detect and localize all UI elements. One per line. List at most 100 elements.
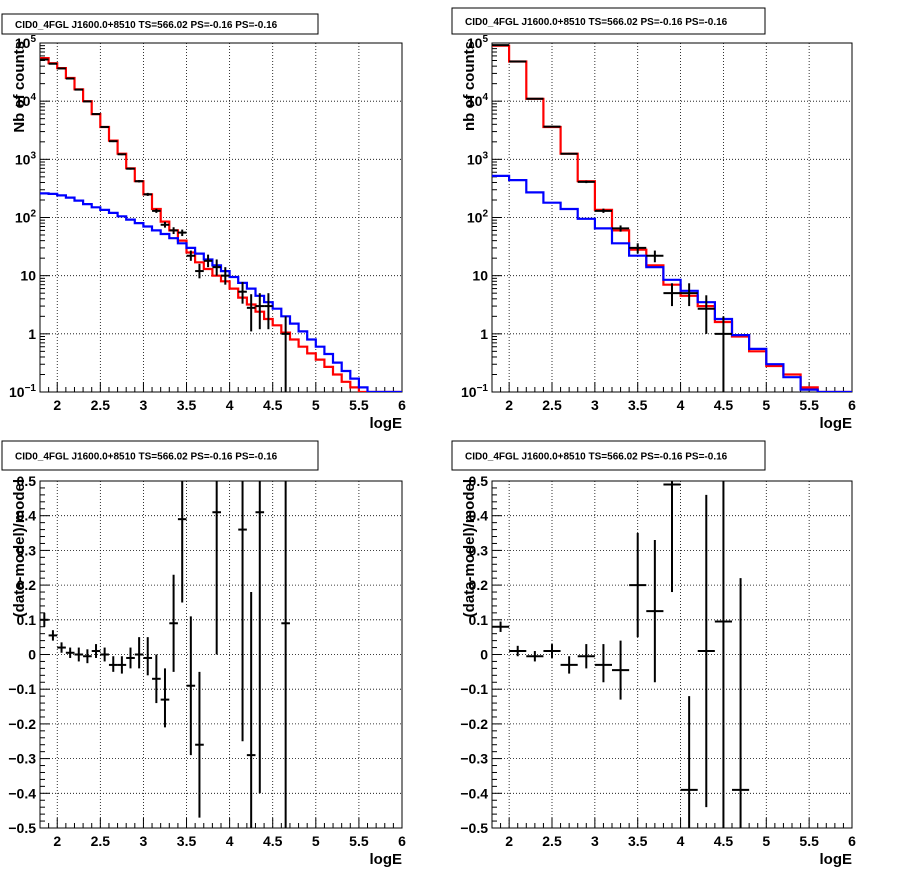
data-point [281, 316, 290, 392]
chart-panel-4: CID0_4FGL J1600.0+8510 TS=566.02 PS=-0.1… [451, 440, 856, 868]
chart-panel-2: CID0_4FGL J1600.0+8510 TS=566.02 PS=-0.1… [451, 7, 856, 432]
y-tick-label: 10−1 [9, 383, 36, 400]
y-tick-label: 0.5 [17, 473, 37, 489]
data-point [238, 481, 247, 742]
x-tick-label: 5.5 [799, 397, 819, 413]
data-point [117, 656, 127, 674]
x-tick-label: 4.5 [263, 397, 283, 413]
y-tick-label: −0.5 [460, 820, 488, 836]
y-tick-label: 104 [467, 92, 489, 109]
x-tick-label: 2 [505, 397, 513, 413]
data-point [543, 644, 561, 658]
x-axis: 2 2.5 3 3.5 4 4.5 5 5.5 6 logE [491, 382, 856, 432]
y-tick-label: 0.4 [469, 508, 489, 524]
x-tick-label: 4 [677, 833, 685, 849]
y-tick-label: 1 [28, 326, 36, 342]
data-point [492, 621, 510, 632]
data-point [560, 152, 578, 155]
x-tick-label: 3 [140, 833, 148, 849]
y-tick-label: 103 [15, 150, 37, 167]
data-point [594, 208, 612, 213]
x-tick-label: 3.5 [177, 833, 197, 849]
chart-title: CID0_4FGL J1600.0+8510 TS=566.02 PS=-0.1… [15, 452, 278, 463]
x-tick-label: 4 [226, 397, 234, 413]
data-point [212, 481, 221, 655]
data-point [83, 649, 92, 664]
x-tick-label: 2.5 [91, 397, 111, 413]
data-point [100, 125, 109, 128]
y-tick-label: −0.4 [8, 785, 36, 801]
y-tick-label: −0.1 [460, 681, 488, 697]
x-axis: 2 2.5 3 3.5 4 4.5 5 5.5 6 logE [39, 382, 406, 432]
y-tick-label: −0.4 [460, 785, 488, 801]
y-tick-label: 0 [28, 647, 36, 663]
data-point [57, 642, 66, 653]
chart-title-box [1, 13, 319, 35]
data-point [91, 644, 101, 658]
x-tick-label: 4.5 [263, 833, 283, 849]
x-tick-label: 3 [591, 833, 599, 849]
data-point [646, 539, 664, 683]
data-point [134, 637, 144, 669]
data-point [74, 647, 84, 662]
y-tick-label: 0.1 [17, 612, 37, 628]
y-axis-title: Nb of counts [11, 41, 28, 133]
y-tick-label: −0.3 [8, 751, 36, 767]
y-tick-label: 105 [467, 34, 489, 51]
y-tick-label: 10−1 [461, 383, 488, 400]
x-tick-label: 2.5 [542, 397, 562, 413]
data-point [629, 243, 647, 254]
x-tick-label: 6 [848, 833, 856, 849]
y-tick-label: 0.2 [469, 577, 489, 593]
y-tick-label: 102 [467, 209, 489, 226]
data-point [526, 97, 544, 100]
data-point [212, 259, 221, 276]
data-point [126, 167, 135, 170]
x-tick-label: 4 [226, 833, 234, 849]
y-tick-label: −0.3 [460, 751, 488, 767]
data-point [160, 221, 170, 228]
data-point [577, 644, 595, 669]
data-point [186, 616, 196, 756]
data-point [663, 481, 681, 593]
y-tick-label: 0.3 [469, 542, 489, 558]
y-tick-label: −0.5 [8, 820, 36, 836]
data-point [203, 254, 213, 268]
y-tick-label: 0 [480, 647, 488, 663]
y-tick-label: 0.2 [17, 577, 37, 593]
data-point [117, 153, 127, 156]
x-axis-title: logE [820, 851, 853, 868]
data-point [646, 250, 664, 263]
data-point [221, 267, 230, 285]
data-point [238, 281, 247, 304]
data-point [195, 671, 204, 818]
x-tick-label: 3 [591, 397, 599, 413]
y-tick-label: −0.2 [8, 716, 36, 732]
y-axis-title: nb of counts [461, 41, 478, 131]
x-axis-title: logE [370, 851, 403, 868]
data-point [169, 574, 178, 672]
x-tick-label: 5.5 [349, 397, 369, 413]
data-point [83, 100, 92, 103]
model-series-1 [40, 57, 402, 392]
data-point [40, 58, 49, 61]
chart-title: CID0_4FGL J1600.0+8510 TS=566.02 PS=-0.1… [15, 20, 278, 31]
y-tick-label: 102 [15, 209, 37, 226]
data-point [680, 283, 698, 307]
data-point [74, 88, 84, 91]
data-point [509, 645, 527, 657]
data-point [48, 62, 58, 65]
data-point [91, 113, 101, 116]
data-point [543, 125, 561, 128]
chart-title-box [451, 7, 766, 35]
chart-panel-1: CID0_4FGL J1600.0+8510 TS=566.02 PS=-0.1… [1, 13, 406, 432]
data-point [663, 283, 681, 307]
y-axis-title: (data-model)/model [461, 479, 478, 617]
data-point [177, 481, 187, 603]
y-tick-label: 0.1 [469, 612, 489, 628]
data-point [143, 192, 153, 196]
data-point [612, 640, 630, 700]
chart-title: CID0_4FGL J1600.0+8510 TS=566.02 PS=-0.1… [465, 17, 728, 28]
chart-panel-3: CID0_4FGL J1600.0+8510 TS=566.02 PS=-0.1… [1, 440, 406, 868]
